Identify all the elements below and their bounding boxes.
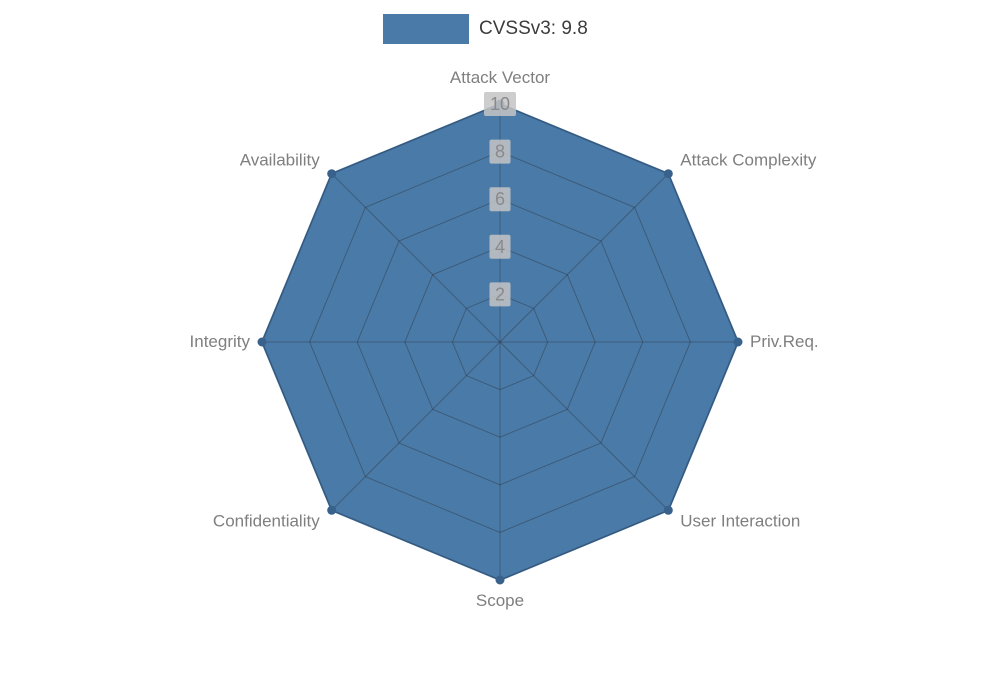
legend-swatch (383, 14, 469, 44)
vertex-dot (257, 337, 267, 347)
tick-label: 10 (490, 94, 510, 114)
tick-label: 6 (495, 189, 505, 209)
grid-spoke (499, 173, 669, 343)
legend: CVSSv3: 9.8 (383, 14, 588, 44)
axis-label: Attack Vector (450, 68, 550, 87)
vertex-dot (663, 169, 673, 179)
tick-box (489, 187, 511, 212)
grid-spoke (331, 173, 501, 343)
vertex-dot (327, 505, 337, 515)
tick-label: 8 (495, 142, 505, 162)
axis-label: Attack Complexity (680, 151, 817, 170)
axis-label: Scope (476, 591, 524, 610)
legend-label: CVSSv3: 9.8 (479, 18, 588, 39)
tick-box (489, 282, 511, 307)
tick-label: 4 (495, 237, 505, 257)
tick-box (489, 234, 511, 259)
vertex-dot (327, 169, 337, 179)
vertex-dot (495, 575, 505, 585)
vertex-dot (663, 505, 673, 515)
vertex-dot (733, 337, 743, 347)
axis-label: Availability (240, 151, 321, 170)
grid-spoke (331, 341, 501, 511)
grid-spoke (499, 341, 669, 511)
tick-box (489, 139, 511, 164)
tick-box (484, 92, 516, 116)
axis-label: Integrity (190, 332, 251, 351)
axis-label: Priv.Req. (750, 332, 819, 351)
axis-label: User Interaction (680, 511, 800, 530)
axis-label: Confidentiality (213, 511, 320, 530)
tick-label: 2 (495, 284, 505, 304)
